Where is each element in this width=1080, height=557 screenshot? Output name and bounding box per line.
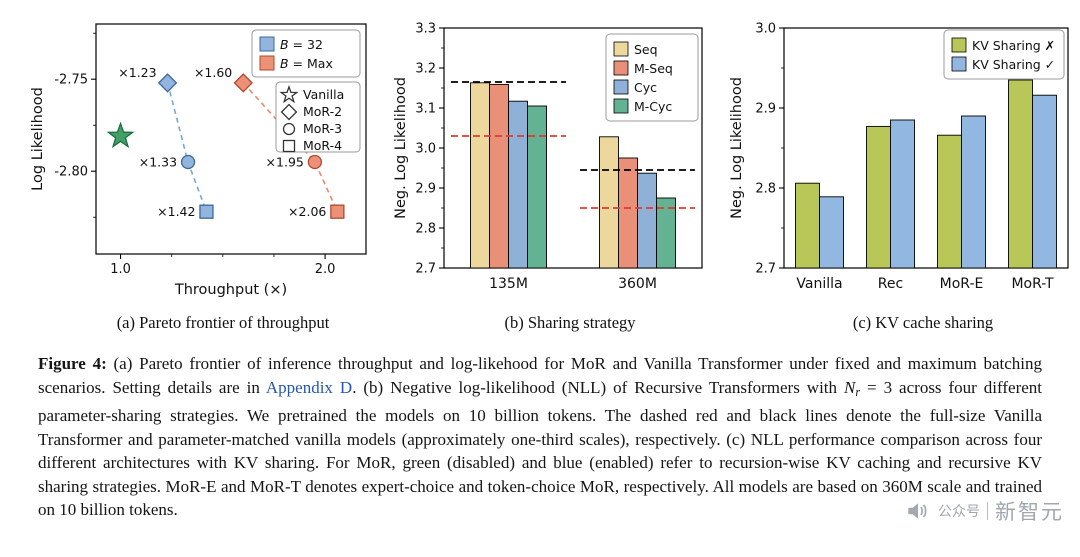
data-series: ×1.23 ×1.33 ×1.42 ×1.60 ×1.95 ×2.06	[106, 65, 345, 219]
svg-text:×1.60: ×1.60	[194, 65, 232, 80]
svg-text:2.9: 2.9	[755, 102, 776, 117]
caption-segment: r	[855, 384, 861, 399]
svg-text:KV Sharing ✗: KV Sharing ✗	[972, 38, 1055, 53]
panel-b: 2.7 2.8 2.9 3.0 3.1 3.2 3.3 135M 360M Neg. Log Li…	[392, 10, 712, 333]
svg-text:Log Likelihood: Log Likelihood	[30, 87, 46, 191]
bars	[470, 82, 676, 269]
figure-caption: Figure 4: (a) Pareto frontier of inferen…	[38, 352, 1042, 522]
svg-text:Throughput (×): Throughput (×)	[174, 282, 287, 298]
svg-text:2.8: 2.8	[415, 222, 436, 237]
svg-text:2.9: 2.9	[415, 182, 436, 197]
legend: Seq M-Seq Cyc M-Cyc	[605, 33, 699, 122]
axes: 2.7 2.8 2.9 3.0 Vanilla Rec MoR-E MoR-T Neg. Log…	[729, 22, 1069, 292]
watermark-brand: 新智元	[995, 500, 1064, 524]
svg-text:M-Seq: M-Seq	[634, 61, 673, 76]
pareto-frontier-chart: -2.75 -2.80 1.0 2.0 Log Likelihood Throughput…	[30, 23, 367, 298]
svg-text:Vanilla: Vanilla	[796, 276, 842, 292]
svg-text:MoR-3: MoR-3	[303, 121, 342, 136]
subcaption-c: (c) KV cache sharing	[852, 313, 994, 332]
subcaption-b: (b) Sharing strategy	[504, 313, 636, 332]
legend-batch: B = 32 B = Max	[251, 29, 361, 78]
watermark-label: 公众号	[938, 504, 980, 520]
svg-text:Cyc: Cyc	[634, 80, 657, 95]
svg-text:2.0: 2.0	[315, 262, 336, 277]
axes: 2.7 2.8 2.9 3.0 3.1 3.2 3.3 135M 360M Neg. Log Li…	[393, 22, 703, 292]
watermark: 公众号 新智元	[905, 496, 1064, 526]
svg-text:135M: 135M	[489, 276, 528, 292]
svg-text:B = 32: B = 32	[280, 37, 323, 52]
svg-text:MoR-E: MoR-E	[940, 276, 984, 292]
subcaption-a: (a) Pareto frontier of throughput	[116, 313, 330, 332]
legend: KV Sharing ✗ KV Sharing ✓	[943, 29, 1065, 80]
axes: -2.75 -2.80 1.0 2.0 Log Likelihood Throughput…	[30, 23, 367, 298]
caption-segment: N	[843, 377, 856, 397]
svg-text:3.2: 3.2	[415, 62, 436, 77]
sharing-strategy-chart: 2.7 2.8 2.9 3.0 3.1 3.2 3.3 135M 360M Neg. Log Li…	[393, 22, 703, 292]
svg-text:MoR-T: MoR-T	[1011, 276, 1054, 292]
svg-text:1.0: 1.0	[110, 262, 131, 277]
kv-cache-sharing-chart: 2.7 2.8 2.9 3.0 Vanilla Rec MoR-E MoR-T Neg. Log…	[729, 22, 1069, 292]
svg-text:×1.42: ×1.42	[157, 204, 195, 219]
svg-text:Rec: Rec	[878, 276, 903, 292]
watermark-divider	[987, 502, 988, 520]
svg-text:2.8: 2.8	[755, 182, 776, 197]
caption-segment: = 3 across four different parameter-shar…	[38, 377, 1043, 520]
caption-segment: Figure 4:	[38, 354, 107, 373]
svg-text:×1.23: ×1.23	[118, 65, 156, 80]
svg-text:-2.80: -2.80	[54, 165, 88, 180]
svg-text:3.1: 3.1	[415, 102, 436, 117]
svg-text:2.7: 2.7	[415, 262, 436, 277]
dashed-reference-lines	[451, 81, 695, 209]
caption-segment: (a) Pareto frontier of inference through…	[38, 354, 1042, 397]
caption-segment: . (b) Negative log-likelihood (NLL) of R…	[352, 377, 844, 397]
appendix-link[interactable]: Appendix D	[265, 377, 353, 397]
panel-c: 2.7 2.8 2.9 3.0 Vanilla Rec MoR-E MoR-T Neg. Log…	[728, 10, 1078, 333]
svg-text:MoR-2: MoR-2	[303, 104, 342, 119]
megaphone-icon	[908, 503, 927, 519]
figure-4-page: -2.75 -2.80 1.0 2.0 Log Likelihood Throughput…	[26, 10, 1078, 524]
svg-text:Seq: Seq	[634, 42, 658, 57]
svg-text:360M: 360M	[618, 276, 657, 292]
svg-text:×2.06: ×2.06	[288, 204, 326, 219]
svg-text:MoR-4: MoR-4	[303, 138, 342, 153]
svg-text:3.3: 3.3	[415, 22, 436, 37]
svg-text:B = Max: B = Max	[280, 56, 333, 71]
svg-text:-2.75: -2.75	[54, 73, 88, 88]
legend-models: Vanilla MoR-2 MoR-3 MoR-4	[275, 81, 361, 153]
svg-text:×1.95: ×1.95	[266, 155, 304, 170]
svg-text:Neg. Log Likelihood: Neg. Log Likelihood	[729, 77, 745, 219]
svg-text:M-Cyc: M-Cyc	[634, 99, 672, 114]
panel-a: -2.75 -2.80 1.0 2.0 Log Likelihood Throughput…	[26, 10, 376, 333]
svg-text:Vanilla: Vanilla	[303, 87, 344, 102]
svg-text:3.0: 3.0	[755, 22, 776, 37]
bars	[795, 79, 1057, 269]
charts-row: -2.75 -2.80 1.0 2.0 Log Likelihood Throughput…	[26, 10, 1078, 333]
svg-text:×1.33: ×1.33	[139, 155, 177, 170]
svg-text:Neg. Log Likelihood: Neg. Log Likelihood	[393, 77, 409, 219]
svg-text:KV Sharing ✓: KV Sharing ✓	[972, 57, 1055, 72]
svg-text:2.7: 2.7	[755, 262, 776, 277]
svg-text:3.0: 3.0	[415, 142, 436, 157]
